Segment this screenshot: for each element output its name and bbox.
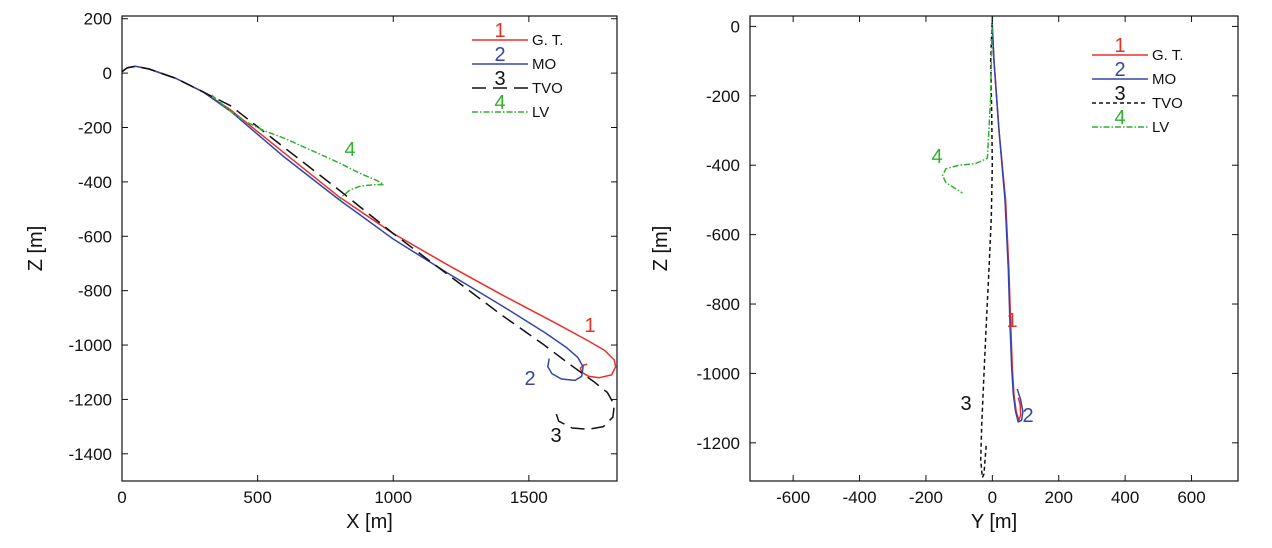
y-tick-label: -1000 (697, 364, 740, 383)
x-tick-label: 600 (1177, 488, 1205, 507)
legend-number: 1 (494, 20, 505, 42)
x-tick-label: 500 (243, 488, 271, 507)
legend-label: G. T. (532, 32, 563, 49)
curve-number-label: 2 (524, 368, 535, 390)
plot-frame (121, 15, 618, 482)
legend-number: 2 (494, 44, 505, 66)
y-tick-label: -800 (706, 295, 740, 314)
y-tick-label: 200 (84, 10, 112, 29)
x-tick-label: -600 (776, 488, 810, 507)
legend-number: 4 (494, 92, 505, 114)
legend-number: 2 (1114, 59, 1125, 81)
legend-label: MO (1152, 71, 1176, 88)
legend-label: LV (1152, 119, 1169, 136)
series-line-mo (991, 16, 1024, 423)
y-tick-label: -1200 (697, 434, 740, 453)
y-tick-label: -600 (78, 227, 112, 246)
chart-left: 0 500 1000 15002000-200-400-600-800-1000-12… (25, 10, 618, 533)
y-tick-label: -400 (78, 173, 112, 192)
y-tick-label: -200 (78, 118, 112, 137)
y-tick-label: 0 (103, 64, 112, 83)
curve-number-label: 4 (931, 146, 942, 168)
y-axis-label: Z [m] (25, 226, 47, 272)
legend-label: TVO (532, 80, 563, 97)
x-tick-label: 1000 (374, 488, 412, 507)
legend-label: TVO (1152, 95, 1183, 112)
chart-right: -600 -400 -200 0 200 400 600 0 -200 -400 -600 -800 -… (650, 15, 1239, 533)
y-tick-label: -1400 (69, 445, 112, 464)
x-axis-label: Y [m] (971, 511, 1017, 533)
curve-number-label: 3 (960, 393, 971, 415)
y-tick-label: -800 (78, 282, 112, 301)
x-tick-label: -200 (909, 488, 943, 507)
curve-number-label: 2 (1022, 405, 1033, 427)
x-tick-label: 0 (117, 488, 126, 507)
legend-label: LV (532, 104, 549, 121)
series-line-tvo (122, 65, 616, 431)
plot-frame (749, 15, 1239, 482)
y-tick-label: -1200 (69, 390, 112, 409)
series-line-lv (941, 16, 994, 194)
y-tick-label: -200 (706, 87, 740, 106)
legend-number: 3 (494, 68, 505, 90)
y-tick-label: 0 (731, 17, 740, 36)
x-tick-label: 0 (988, 488, 997, 507)
legend-number: 4 (1114, 107, 1125, 129)
x-tick-label: 1500 (510, 488, 548, 507)
series-line-mo (122, 65, 584, 382)
x-axis-label: X [m] (346, 511, 393, 533)
x-tick-label: 200 (1045, 488, 1073, 507)
y-tick-label: -1000 (69, 336, 112, 355)
legend-label: MO (532, 56, 556, 73)
y-tick-label: -400 (706, 156, 740, 175)
x-tick-label: -400 (843, 488, 877, 507)
curve-number-label: 3 (550, 425, 561, 447)
curve-number-label: 1 (1006, 310, 1017, 332)
x-tick-label: 400 (1111, 488, 1139, 507)
series-line-lv (211, 94, 385, 202)
legend-number: 3 (1114, 83, 1125, 105)
series-line-tvo (979, 16, 994, 479)
legend-label: G. T. (1152, 47, 1183, 64)
curve-number-label: 4 (344, 139, 355, 161)
y-axis-label: Z [m] (650, 226, 672, 272)
curve-number-label: 1 (584, 315, 595, 337)
y-tick-label: -600 (706, 226, 740, 245)
legend-number: 1 (1114, 35, 1125, 57)
